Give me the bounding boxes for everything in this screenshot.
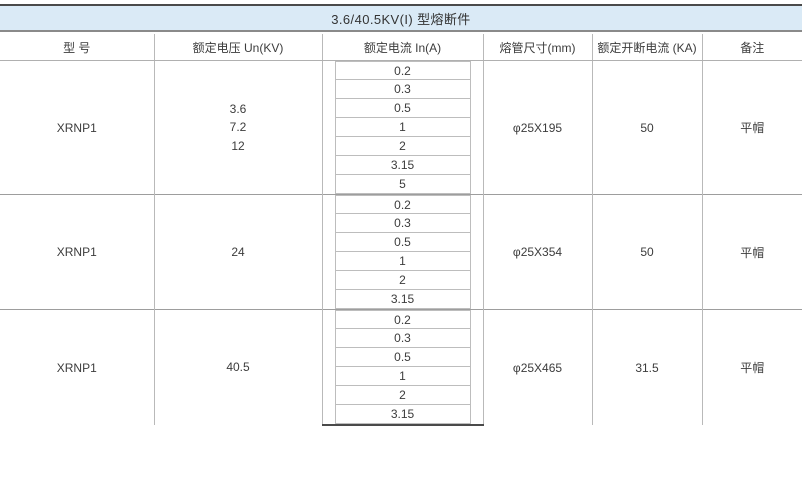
table-row: 1 xyxy=(0,367,802,386)
cell-voltage-1: 24 xyxy=(153,194,323,310)
cell-current: 0.5 xyxy=(322,233,483,252)
table-row: XRNP1 40.5 0.2 φ25X465 31.5 平帽 xyxy=(0,309,802,425)
table-row: XRNP1 24 0.2 φ25X354 50 平帽 xyxy=(0,194,802,310)
cell-current: 1 xyxy=(322,252,483,271)
table-row: 0.3 xyxy=(0,214,802,233)
current-value: 2 xyxy=(334,386,471,405)
header-row: 型 号 额定电压 Un(KV) 额定电流 In(A) 熔管尺寸(mm) 额定开断… xyxy=(0,34,802,61)
cell-current: 0.5 xyxy=(322,348,483,367)
cell-current: 0.3 xyxy=(322,80,483,99)
cell-voltage-2: 40.5 xyxy=(153,309,323,425)
cell-size-2: φ25X465 xyxy=(482,309,593,425)
table-row: 0.5 xyxy=(0,233,802,252)
cell-current: 3.15 xyxy=(322,156,483,175)
cell-size-0: φ25X195 xyxy=(482,60,593,195)
table-title-bar: 3.6/40.5KV(I) 型熔断件 xyxy=(0,4,802,32)
cell-current: 5 xyxy=(322,175,483,195)
current-value: 0.3 xyxy=(334,329,471,348)
current-value: 3.15 xyxy=(334,290,471,309)
cell-current: 2 xyxy=(322,386,483,405)
table-row: 2 xyxy=(0,137,802,156)
cell-note-2: 平帽 xyxy=(701,309,802,425)
current-value: 3.15 xyxy=(334,405,471,424)
current-value: 0.3 xyxy=(334,80,471,99)
column-header-voltage: 额定电压 Un(KV) xyxy=(153,34,323,61)
column-header-breaking: 额定开断电流 (KA) xyxy=(591,34,703,61)
cell-current: 0.3 xyxy=(322,329,483,348)
current-value: 0.5 xyxy=(334,348,471,367)
current-value: 0.5 xyxy=(334,233,471,252)
column-header-note: 备注 xyxy=(701,34,802,61)
cell-current: 2 xyxy=(322,137,483,156)
cell-voltage-0-text: 3.6 7.2 12 xyxy=(229,101,247,153)
column-header-current: 额定电流 In(A) xyxy=(321,34,484,61)
cell-breaking-2: 31.5 xyxy=(591,309,703,425)
cell-current: 0.3 xyxy=(322,214,483,233)
cell-current: 0.2 xyxy=(321,194,484,214)
current-value: 1 xyxy=(334,367,471,386)
table-row: 0.3 xyxy=(0,80,802,99)
cell-current: 0.2 xyxy=(321,60,484,80)
page-title: 3.6/40.5KV(I) 型熔断件 xyxy=(331,11,471,27)
cell-model-0: XRNP1 xyxy=(0,60,155,195)
table-row: 3.15 xyxy=(0,156,802,175)
cell-model-1: XRNP1 xyxy=(0,194,155,310)
table-row: 5 xyxy=(0,175,802,195)
cell-current: 3.15 xyxy=(322,290,483,310)
cell-note-1: 平帽 xyxy=(701,194,802,310)
cell-breaking-0: 50 xyxy=(591,60,703,195)
current-value: 0.2 xyxy=(334,61,471,80)
cell-note-0: 平帽 xyxy=(701,60,802,195)
column-header-model: 型 号 xyxy=(0,34,155,61)
current-value: 0.5 xyxy=(334,99,471,118)
cell-model-2: XRNP1 xyxy=(0,309,155,425)
column-header-size: 熔管尺寸(mm) xyxy=(482,34,593,61)
table-row: 3.15 xyxy=(0,290,802,310)
current-value: 3.15 xyxy=(334,156,471,175)
current-value: 1 xyxy=(334,118,471,137)
table-row: 1 xyxy=(0,118,802,137)
cell-current: 2 xyxy=(322,271,483,290)
table-row: 0.3 xyxy=(0,329,802,348)
current-value: 2 xyxy=(334,137,471,156)
current-value: 0.2 xyxy=(334,195,471,214)
table-row: 2 xyxy=(0,386,802,405)
cell-size-1: φ25X354 xyxy=(482,194,593,310)
table-row: 3.15 xyxy=(0,405,802,426)
cell-current: 1 xyxy=(322,118,483,137)
cell-current: 0.5 xyxy=(322,99,483,118)
current-value: 1 xyxy=(334,252,471,271)
fuse-spec-table: 型 号 额定电压 Un(KV) 额定电流 In(A) 熔管尺寸(mm) 额定开断… xyxy=(0,34,802,426)
table-row: 0.5 xyxy=(0,99,802,118)
current-value: 2 xyxy=(334,271,471,290)
table-row: 2 xyxy=(0,271,802,290)
cell-current: 3.15 xyxy=(322,405,483,426)
current-value: 0.2 xyxy=(334,310,471,329)
table-header: 型 号 额定电压 Un(KV) 额定电流 In(A) 熔管尺寸(mm) 额定开断… xyxy=(0,34,802,61)
cell-voltage-2-text: 40.5 xyxy=(226,360,250,375)
table-row: 0.5 xyxy=(0,348,802,367)
current-value: 0.3 xyxy=(334,214,471,233)
cell-current: 1 xyxy=(322,367,483,386)
table-row: XRNP1 3.6 7.2 12 0.2 φ25X195 50 平帽 xyxy=(0,60,802,195)
table-row: 1 xyxy=(0,252,802,271)
cell-voltage-1-text: 24 xyxy=(231,244,245,259)
table-body: XRNP1 3.6 7.2 12 0.2 φ25X195 50 平帽 0.3 0.5 1 2 3.1… xyxy=(0,60,802,426)
cell-current: 0.2 xyxy=(321,309,484,329)
current-value: 5 xyxy=(334,175,471,194)
cell-breaking-1: 50 xyxy=(591,194,703,310)
cell-voltage-0: 3.6 7.2 12 xyxy=(153,60,323,195)
